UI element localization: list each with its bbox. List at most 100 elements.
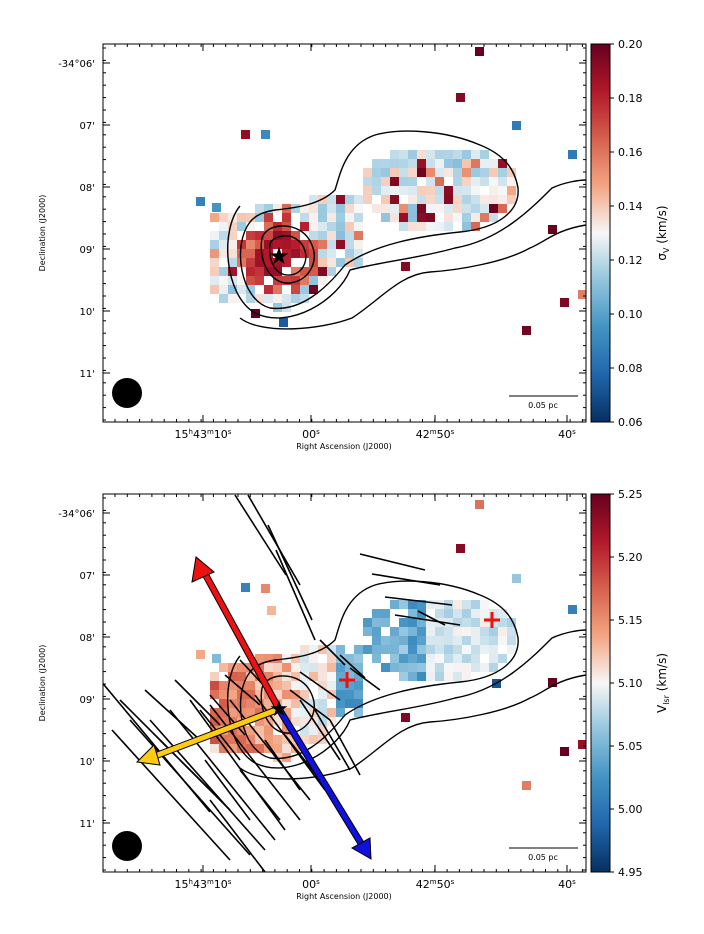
map-pixel [390, 150, 399, 159]
map-pixel [435, 159, 444, 168]
polarization-segment [267, 524, 313, 621]
map-pixel [390, 600, 399, 609]
contours-1 [227, 130, 586, 330]
map-pixel [345, 204, 354, 213]
map-pixel [246, 213, 255, 222]
polarization-segment [204, 759, 251, 821]
map-pixel [408, 654, 417, 663]
map-pixel [399, 159, 408, 168]
y-tick-label: -34°06' [58, 509, 95, 520]
colorbar-tick-label: 0.12 [618, 254, 643, 267]
map-pixel [336, 708, 345, 717]
map-pixel [381, 186, 390, 195]
map-pixel [512, 121, 521, 130]
map-pixel [210, 249, 219, 258]
colorbar-tick-label: 5.15 [618, 614, 643, 627]
map-pixel [498, 609, 507, 618]
map-pixel [237, 222, 246, 231]
map-pixel [435, 636, 444, 645]
colorbar-tick-label: 0.10 [618, 308, 643, 321]
map-pixel [336, 654, 345, 663]
map-pixel [246, 249, 255, 258]
map-pixel [261, 584, 270, 593]
map-pixel [219, 276, 228, 285]
map-pixel [408, 222, 417, 231]
map-pixel [417, 204, 426, 213]
map-pixel [390, 159, 399, 168]
polarization-segment [299, 699, 341, 761]
map-pixel [453, 204, 462, 213]
polarization-segment [384, 596, 453, 606]
map-pixel [498, 627, 507, 636]
map-pixel [300, 654, 309, 663]
map-pixel [264, 294, 273, 303]
map-pixel [408, 195, 417, 204]
map-pixel [255, 249, 264, 258]
map-pixel [309, 222, 318, 231]
map-pixel [309, 276, 318, 285]
map-pixel [345, 249, 354, 258]
map-pixel [453, 636, 462, 645]
map-pixel [246, 294, 255, 303]
map-pixel [489, 645, 498, 654]
map-pixel [219, 708, 228, 717]
polarization-segment [239, 769, 281, 821]
colorbar-2 [590, 493, 611, 873]
map-pixel [498, 186, 507, 195]
map-pixel [471, 600, 480, 609]
y-tick-label: 08' [80, 633, 95, 644]
map-pixel [471, 636, 480, 645]
map-pixel [426, 600, 435, 609]
map-pixel [363, 168, 372, 177]
map-pixel [435, 672, 444, 681]
map-pixel [228, 681, 237, 690]
map-pixel [282, 726, 291, 735]
map-pixel [264, 285, 273, 294]
plot-frame-1 [102, 43, 587, 423]
map-pixel [309, 672, 318, 681]
map-pixel [498, 204, 507, 213]
map-pixel [462, 627, 471, 636]
map-pixel [426, 663, 435, 672]
map-pixel [399, 150, 408, 159]
map-pixel [300, 213, 309, 222]
map-pixel [354, 240, 363, 249]
map-pixel [273, 654, 282, 663]
map-pixel [417, 150, 426, 159]
map-pixel [273, 303, 282, 312]
map-pixel [372, 618, 381, 627]
map-pixel [291, 708, 300, 717]
arrow-blue-fill [276, 707, 365, 847]
map-pixel [426, 222, 435, 231]
map-pixel [210, 744, 219, 753]
map-pixel [354, 654, 363, 663]
colorbar-tick-label: 5.20 [618, 551, 643, 564]
polarization-segment [394, 614, 461, 626]
map-pixel [435, 150, 444, 159]
polarization-segment [129, 719, 251, 856]
map-pixel [471, 663, 480, 672]
map-pixel [507, 627, 516, 636]
map-pixel [435, 654, 444, 663]
map-pixel [426, 627, 435, 636]
map-pixel [196, 650, 205, 659]
map-pixel [578, 290, 586, 299]
map-pixel [282, 744, 291, 753]
map-pixel [498, 195, 507, 204]
polarization-segment [234, 494, 287, 576]
map-pixel [336, 663, 345, 672]
arrow-yellow-head [135, 744, 161, 766]
map-pixel [273, 735, 282, 744]
map-pixel [345, 690, 354, 699]
contour-inner-2 [260, 675, 315, 734]
map-pixel [300, 726, 309, 735]
map-pixel [417, 213, 426, 222]
polarization-segment [349, 667, 381, 691]
map-pixel [282, 681, 291, 690]
map-pixel [246, 276, 255, 285]
arrow-yellow-fill [154, 706, 280, 759]
map-pixel [273, 240, 282, 249]
map-pixel [381, 177, 390, 186]
map-pixel [381, 195, 390, 204]
map-pixel [480, 609, 489, 618]
